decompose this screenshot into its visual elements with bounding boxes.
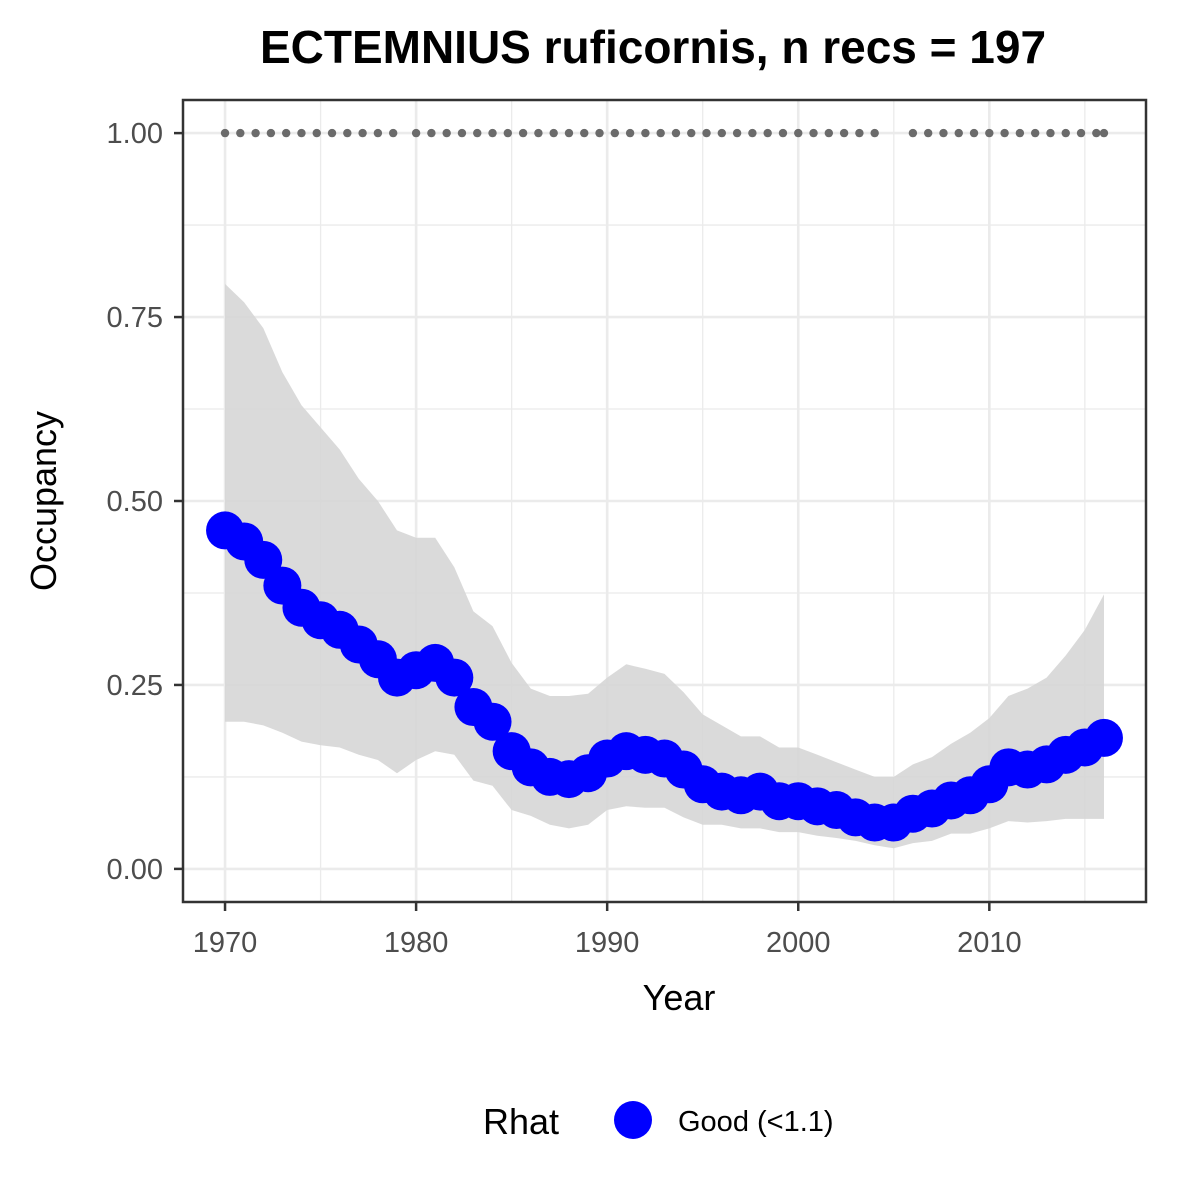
- rhat-dot: [809, 128, 818, 138]
- rhat-dot: [549, 128, 558, 138]
- rhat-dot: [595, 128, 604, 138]
- rhat-dot: [794, 128, 803, 138]
- y-tick-label: 1.00: [107, 118, 163, 150]
- rhat-dot: [671, 128, 681, 138]
- rhat-dot: [251, 128, 260, 138]
- rhat-dot: [442, 128, 451, 138]
- rhat-dot: [1076, 128, 1086, 138]
- x-tick-label: 1980: [384, 927, 449, 959]
- legend-key-good: [614, 1101, 652, 1139]
- rhat-dot: [717, 128, 727, 138]
- rhat-dot: [580, 128, 589, 138]
- rhat-dot: [411, 128, 421, 138]
- x-tick-label: 2000: [766, 927, 831, 959]
- x-tick-label: 1970: [193, 927, 258, 959]
- y-tick-label: 0.25: [107, 670, 163, 702]
- rhat-dot: [908, 128, 918, 138]
- rhat-dot: [656, 128, 665, 138]
- rhat-dot: [732, 128, 742, 138]
- rhat-dot: [427, 128, 436, 138]
- x-tick-label: 1990: [575, 927, 640, 959]
- y-tick-label: 0.00: [107, 854, 163, 886]
- rhat-dot: [358, 128, 367, 138]
- occupancy-points: [206, 511, 1123, 842]
- rhat-dot: [518, 128, 528, 138]
- rhat-dot: [327, 128, 337, 138]
- y-axis-title: Occupancy: [23, 411, 64, 591]
- rhat-dot: [473, 128, 482, 138]
- rhat-dot: [1092, 128, 1101, 138]
- rhat-dot: [281, 128, 291, 138]
- y-tick-label: 0.50: [107, 486, 163, 518]
- rhat-dot: [641, 128, 650, 138]
- rhat-dot: [985, 128, 994, 138]
- rhat-dot: [855, 128, 864, 138]
- occupancy-point: [435, 658, 474, 697]
- chart-title: ECTEMNIUS ruficornis, n recs = 197: [260, 21, 1046, 73]
- rhat-dot: [870, 128, 879, 138]
- rhat-dot: [969, 128, 979, 138]
- rhat-dot: [778, 128, 788, 138]
- occupancy-point: [1084, 718, 1123, 757]
- rhat-dot: [763, 128, 772, 138]
- x-tick-label: 2010: [957, 927, 1022, 959]
- rhat-dot: [534, 128, 543, 138]
- rhat-dot: [610, 128, 620, 138]
- legend-title: Rhat: [483, 1101, 559, 1142]
- rhat-dot: [266, 128, 276, 138]
- rhat-dot: [220, 128, 230, 138]
- rhat-dot: [702, 128, 711, 138]
- rhat-dot: [1030, 128, 1040, 138]
- x-axis-title: Year: [643, 977, 716, 1018]
- rhat-dot: [1061, 128, 1070, 138]
- rhat-dot: [1015, 128, 1025, 138]
- confidence-ribbon: [225, 283, 1104, 849]
- rhat-dot: [457, 128, 467, 138]
- rhat-dot: [824, 128, 834, 138]
- rhat-dot: [939, 128, 948, 138]
- rhat-dot: [564, 128, 574, 138]
- rhat-dot: [312, 128, 321, 138]
- x-axis: 1970 1980 1990 2000 2010: [193, 902, 1022, 959]
- rhat-dot: [373, 128, 383, 138]
- y-axis: 0.00 0.25 0.50 0.75 1.00: [107, 118, 183, 886]
- rhat-dot: [687, 128, 696, 138]
- occupancy-point: [473, 702, 512, 741]
- legend-label-good: Good (<1.1): [678, 1106, 834, 1138]
- legend: Rhat Good (<1.1): [483, 1101, 834, 1142]
- rhat-dot: [1000, 128, 1009, 138]
- rhat-dot: [236, 128, 245, 138]
- rhat-dot: [488, 128, 497, 138]
- rhat-dots: [220, 128, 1109, 138]
- rhat-dot: [1099, 128, 1109, 138]
- y-tick-label: 0.75: [107, 302, 163, 334]
- rhat-dot: [954, 128, 963, 138]
- rhat-dot: [1046, 128, 1055, 138]
- rhat-dot: [923, 128, 933, 138]
- rhat-dot: [297, 128, 306, 138]
- rhat-dot: [625, 128, 635, 138]
- rhat-dot: [503, 128, 513, 138]
- rhat-dot: [839, 128, 849, 138]
- rhat-dot: [388, 128, 398, 138]
- rhat-dot: [343, 128, 352, 138]
- rhat-dot: [748, 128, 757, 138]
